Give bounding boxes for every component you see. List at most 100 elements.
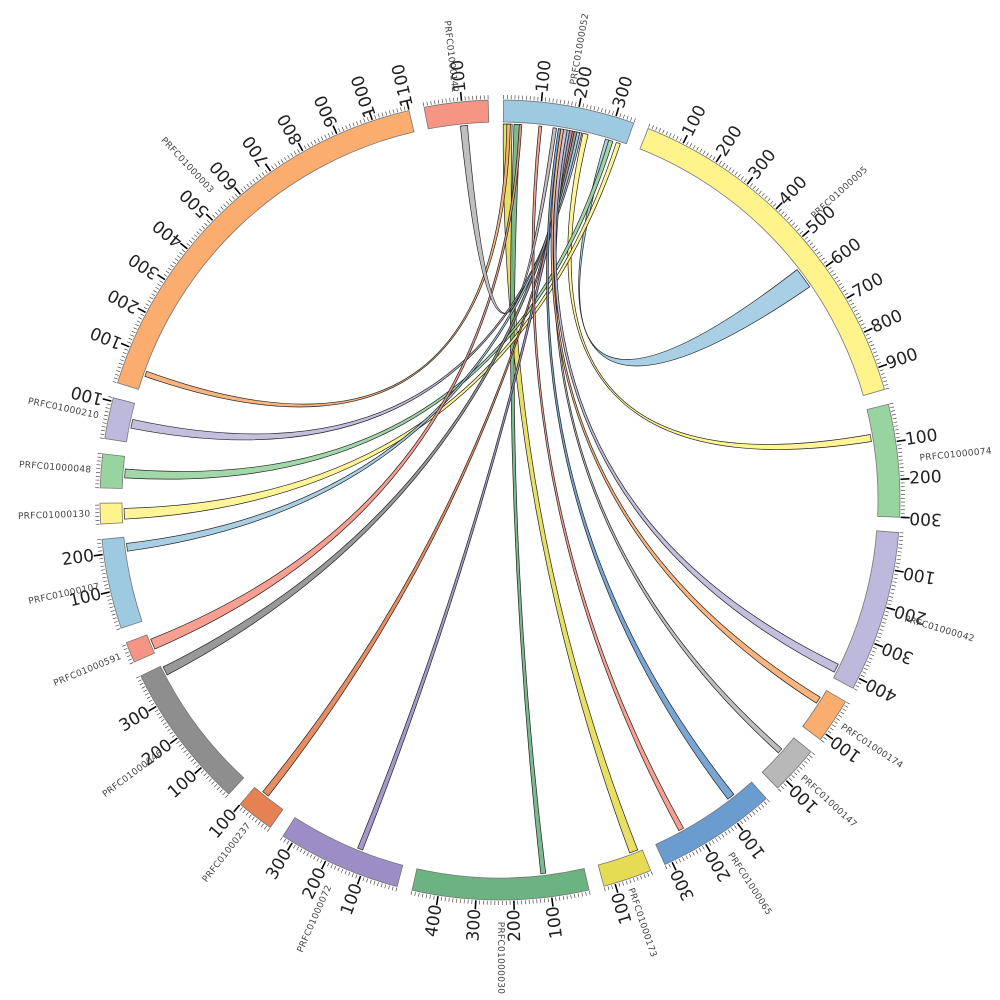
minor-tick [844,292,849,296]
minor-tick [827,730,832,734]
minor-tick [870,344,875,347]
minor-tick [761,193,765,197]
minor-tick [892,417,897,420]
minor-tick [102,422,107,424]
link-ribbon [567,132,872,450]
minor-tick [875,358,880,361]
major-tick [894,569,904,573]
minor-tick [403,106,406,111]
minor-tick [728,167,732,171]
tick-label: 100 [448,59,471,93]
minor-tick [623,114,625,119]
minor-tick [426,101,428,106]
minor-tick [556,99,558,104]
minor-tick [155,286,160,290]
major-tick [878,363,888,369]
minor-tick [630,116,633,121]
segment-arc [99,453,125,489]
minor-tick [563,100,566,105]
minor-tick [857,316,862,319]
minor-tick [170,264,174,268]
minor-tick [758,806,762,810]
minor-tick [608,110,611,115]
link-ribbon [150,124,523,650]
minor-tick [385,111,387,116]
tick-label: 200 [909,467,942,489]
tick-label: 100 [902,562,937,587]
minor-tick [185,752,190,756]
minor-tick [581,892,583,897]
minor-tick [585,891,587,896]
minor-tick [191,237,195,241]
tick-label: 300 [667,866,699,904]
major-tick [551,897,554,907]
minor-tick [445,98,447,103]
minor-tick [145,303,150,306]
minor-tick [647,872,650,877]
minor-tick [778,208,782,212]
major-tick [286,842,293,852]
minor-tick [865,664,870,667]
minor-tick [296,846,299,851]
major-tick [179,242,188,250]
minor-tick [842,289,847,293]
minor-tick [374,114,377,119]
minor-tick [234,193,238,198]
minor-tick [853,688,858,691]
major-tick [705,843,711,853]
minor-tick [139,682,144,686]
minor-tick [188,240,193,244]
minor-tick [883,380,888,383]
minor-tick [868,657,873,660]
minor-tick [104,584,109,586]
major-tick [846,293,855,300]
minor-tick [676,136,679,140]
segment-arc [761,737,812,789]
minor-tick [338,128,341,133]
minor-tick [293,151,297,155]
major-tick [356,875,362,885]
major-tick [474,900,477,910]
minor-tick [327,133,331,138]
segment-arc [282,816,404,888]
minor-tick [850,302,855,306]
minor-tick [100,565,105,567]
minor-tick [706,152,709,157]
minor-tick [821,257,825,261]
minor-tick [421,893,424,898]
minor-tick [884,614,889,617]
minor-tick [689,143,693,147]
minor-tick [804,236,809,240]
major-tick [102,398,112,402]
segment-arc [140,665,245,795]
minor-tick [695,849,699,854]
minor-tick [752,185,756,190]
minor-tick [859,319,863,323]
minor-tick [895,432,900,435]
minor-tick [131,330,136,334]
minor-tick [650,871,653,876]
minor-tick [889,402,894,405]
minor-tick [712,156,716,161]
segment-arc [597,849,652,887]
minor-tick [388,110,391,115]
minor-tick [834,276,839,280]
link-ribbon [124,139,614,480]
minor-tick [283,838,286,843]
minor-tick [893,577,898,579]
tick-label: 900 [311,92,342,130]
minor-tick [310,141,314,146]
minor-tick [309,854,313,858]
minor-tick [414,891,416,896]
minor-tick [140,313,144,317]
minor-tick [783,783,787,787]
minor-tick [855,312,860,316]
minor-tick [183,749,187,753]
link-ribbon [553,129,839,673]
minor-tick [316,857,320,862]
segment-arc [239,786,284,829]
minor-tick [167,728,171,732]
tick-label: 900 [883,344,920,374]
minor-tick [99,558,104,560]
minor-tick [179,252,183,256]
